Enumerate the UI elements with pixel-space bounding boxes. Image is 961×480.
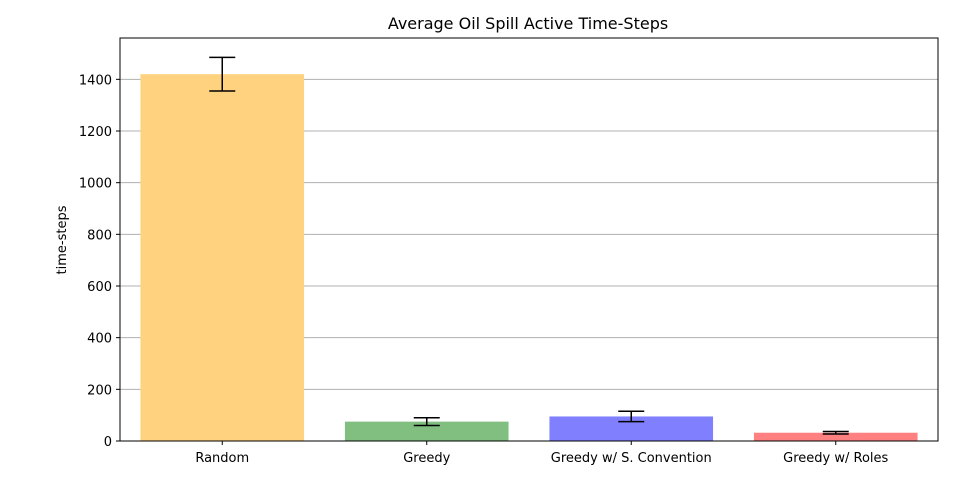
y-tick-label: 0 (104, 435, 112, 450)
y-tick-label: 1200 (79, 125, 112, 140)
error-bars (209, 56, 849, 435)
y-axis-ticks: 0 200 400 600 800 1000 1200 1400 (79, 73, 120, 450)
chart-title: Average Oil Spill Active Time-Steps (388, 14, 668, 33)
x-tick-label: Random (195, 451, 249, 466)
plot-frame (119, 37, 939, 442)
y-tick-label: 1000 (79, 177, 112, 192)
bars (140, 74, 918, 442)
y-tick-label: 400 (87, 332, 112, 347)
x-tick-label: Greedy (403, 451, 450, 466)
y-tick-label: 800 (87, 228, 112, 243)
x-axis-ticks: Random Greedy Greedy w/ S. Convention Greed… (195, 441, 889, 466)
y-tick-label: 600 (87, 280, 112, 295)
bar (753, 432, 918, 441)
x-tick-label: Greedy w/ Roles (783, 451, 888, 466)
y-tick-label: 1400 (79, 73, 112, 88)
y-tick-label: 200 (87, 383, 112, 398)
bar (140, 74, 305, 442)
y-axis-label: time-steps (55, 205, 70, 274)
x-tick-label: Greedy w/ S. Convention (551, 451, 712, 466)
bar (344, 421, 509, 441)
